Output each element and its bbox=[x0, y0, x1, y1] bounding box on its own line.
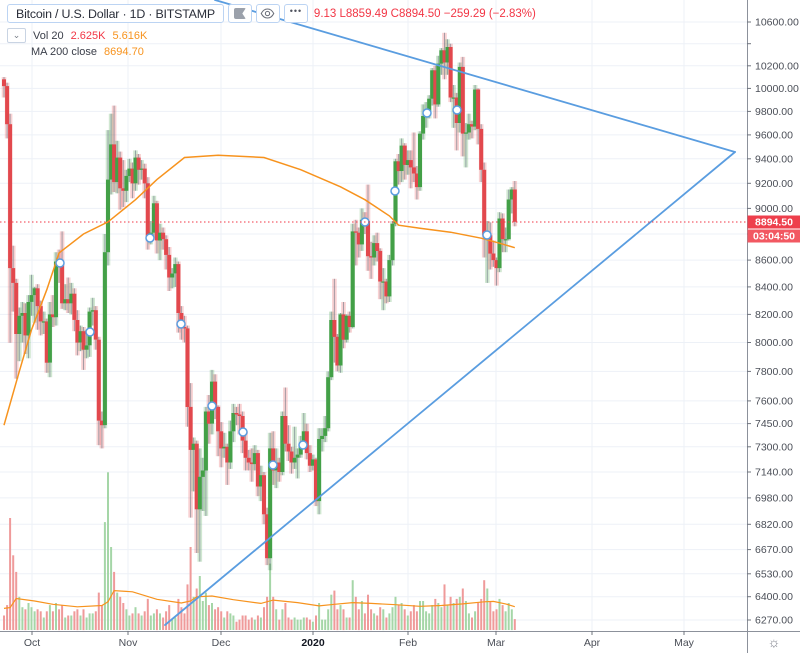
svg-text:7800.00: 7800.00 bbox=[755, 366, 793, 378]
svg-text:9000.00: 9000.00 bbox=[755, 203, 793, 215]
chart-legend: Bitcoin / U.S. Dollar · 1D · BITSTAMP ••… bbox=[7, 3, 536, 59]
svg-text:03:04:50: 03:04:50 bbox=[753, 231, 795, 243]
svg-text:7300.00: 7300.00 bbox=[755, 441, 793, 453]
ascending-trendline bbox=[164, 151, 736, 626]
svg-text:2020: 2020 bbox=[301, 637, 325, 649]
trendline-drawings[interactable] bbox=[164, 0, 736, 626]
anchor-marker bbox=[390, 186, 400, 196]
svg-text:6670.00: 6670.00 bbox=[755, 544, 793, 556]
candle-countdown-label: 03:04:50 bbox=[747, 229, 800, 243]
svg-text:10200.00: 10200.00 bbox=[755, 60, 799, 72]
ma-indicator-label[interactable]: MA 200 close bbox=[31, 45, 98, 58]
drawing-anchor-markers[interactable] bbox=[55, 105, 492, 470]
candle-bodies bbox=[2, 47, 517, 559]
legend-row-volume: ⌄ Vol 20 2.625K 5.616K bbox=[7, 28, 536, 43]
ohlc-values: 9.13 L8859.49 C8894.50 −259.29 (−2.83%) bbox=[313, 7, 536, 20]
svg-text:May: May bbox=[674, 637, 695, 649]
anchor-marker bbox=[55, 258, 65, 268]
flag-symbol-button[interactable] bbox=[227, 4, 252, 23]
time-axis[interactable]: Oct Nov Dec 2020 Feb Mar Apr May bbox=[0, 631, 800, 649]
svg-text:7600.00: 7600.00 bbox=[755, 395, 793, 407]
svg-text:Apr: Apr bbox=[584, 637, 601, 649]
volume-bars bbox=[3, 472, 516, 631]
svg-text:Mar: Mar bbox=[487, 637, 506, 649]
collapse-indicators-button[interactable]: ⌄ bbox=[7, 28, 26, 43]
more-options-button[interactable]: ••• bbox=[283, 4, 308, 23]
volume-indicator-label[interactable]: Vol 20 bbox=[33, 29, 64, 42]
toggle-visibility-button[interactable] bbox=[255, 4, 280, 23]
ma-value: 8694.70 bbox=[104, 45, 144, 58]
svg-text:6820.00: 6820.00 bbox=[755, 519, 793, 531]
anchor-marker bbox=[482, 230, 492, 240]
anchor-marker bbox=[145, 233, 155, 243]
symbol-title-button[interactable]: Bitcoin / U.S. Dollar · 1D · BITSTAMP bbox=[7, 4, 224, 23]
legend-row-symbol: Bitcoin / U.S. Dollar · 1D · BITSTAMP ••… bbox=[7, 3, 536, 24]
anchor-marker bbox=[452, 105, 462, 115]
legend-row-ma: MA 200 close 8694.70 bbox=[7, 44, 536, 59]
svg-text:6980.00: 6980.00 bbox=[755, 492, 793, 504]
anchor-marker bbox=[298, 440, 308, 450]
svg-text:8200.00: 8200.00 bbox=[755, 309, 793, 321]
svg-text:8894.50: 8894.50 bbox=[755, 217, 793, 229]
svg-text:Oct: Oct bbox=[24, 637, 40, 649]
svg-text:8000.00: 8000.00 bbox=[755, 337, 793, 349]
anchor-marker bbox=[85, 327, 95, 337]
last-price-label: 8894.50 bbox=[747, 215, 800, 229]
svg-text:8600.00: 8600.00 bbox=[755, 255, 793, 267]
svg-text:9400.00: 9400.00 bbox=[755, 153, 793, 165]
candle-shadows bbox=[1, 32, 518, 571]
descending-trendline bbox=[214, 0, 736, 153]
svg-text:8400.00: 8400.00 bbox=[755, 281, 793, 293]
svg-text:9800.00: 9800.00 bbox=[755, 106, 793, 118]
ma200-line bbox=[3, 154, 516, 426]
svg-text:10600.00: 10600.00 bbox=[755, 17, 799, 29]
svg-text:9200.00: 9200.00 bbox=[755, 178, 793, 190]
axis-settings-sun-icon[interactable]: ☼ bbox=[768, 634, 781, 650]
anchor-marker bbox=[176, 319, 186, 329]
anchor-marker bbox=[238, 427, 248, 437]
ellipsis-icon: ••• bbox=[289, 6, 303, 16]
svg-text:Nov: Nov bbox=[119, 637, 138, 649]
svg-text:6270.00: 6270.00 bbox=[755, 615, 793, 627]
eye-icon bbox=[261, 8, 275, 19]
flag-icon bbox=[233, 8, 246, 19]
anchor-marker bbox=[422, 108, 432, 118]
svg-text:6530.00: 6530.00 bbox=[755, 568, 793, 580]
volume-average-value: 5.616K bbox=[112, 29, 148, 42]
chevron-down-icon: ⌄ bbox=[12, 30, 21, 40]
anchor-marker bbox=[207, 401, 217, 411]
volume-ma-line bbox=[3, 589, 515, 609]
svg-text:9600.00: 9600.00 bbox=[755, 129, 793, 141]
grid bbox=[0, 0, 747, 631]
svg-text:Dec: Dec bbox=[212, 637, 231, 649]
svg-text:7140.00: 7140.00 bbox=[755, 467, 793, 479]
svg-text:7450.00: 7450.00 bbox=[755, 418, 793, 430]
symbol-title: Bitcoin / U.S. Dollar · 1D · BITSTAMP bbox=[16, 6, 215, 21]
anchor-marker bbox=[268, 460, 278, 470]
svg-text:6400.00: 6400.00 bbox=[755, 591, 793, 603]
svg-text:10000.00: 10000.00 bbox=[755, 83, 799, 95]
svg-text:Feb: Feb bbox=[399, 637, 417, 649]
price-axis[interactable]: 10600.00 10200.00 10000.00 9800.00 9600.00 94… bbox=[747, 0, 800, 653]
volume-current-value: 2.625K bbox=[70, 29, 106, 42]
